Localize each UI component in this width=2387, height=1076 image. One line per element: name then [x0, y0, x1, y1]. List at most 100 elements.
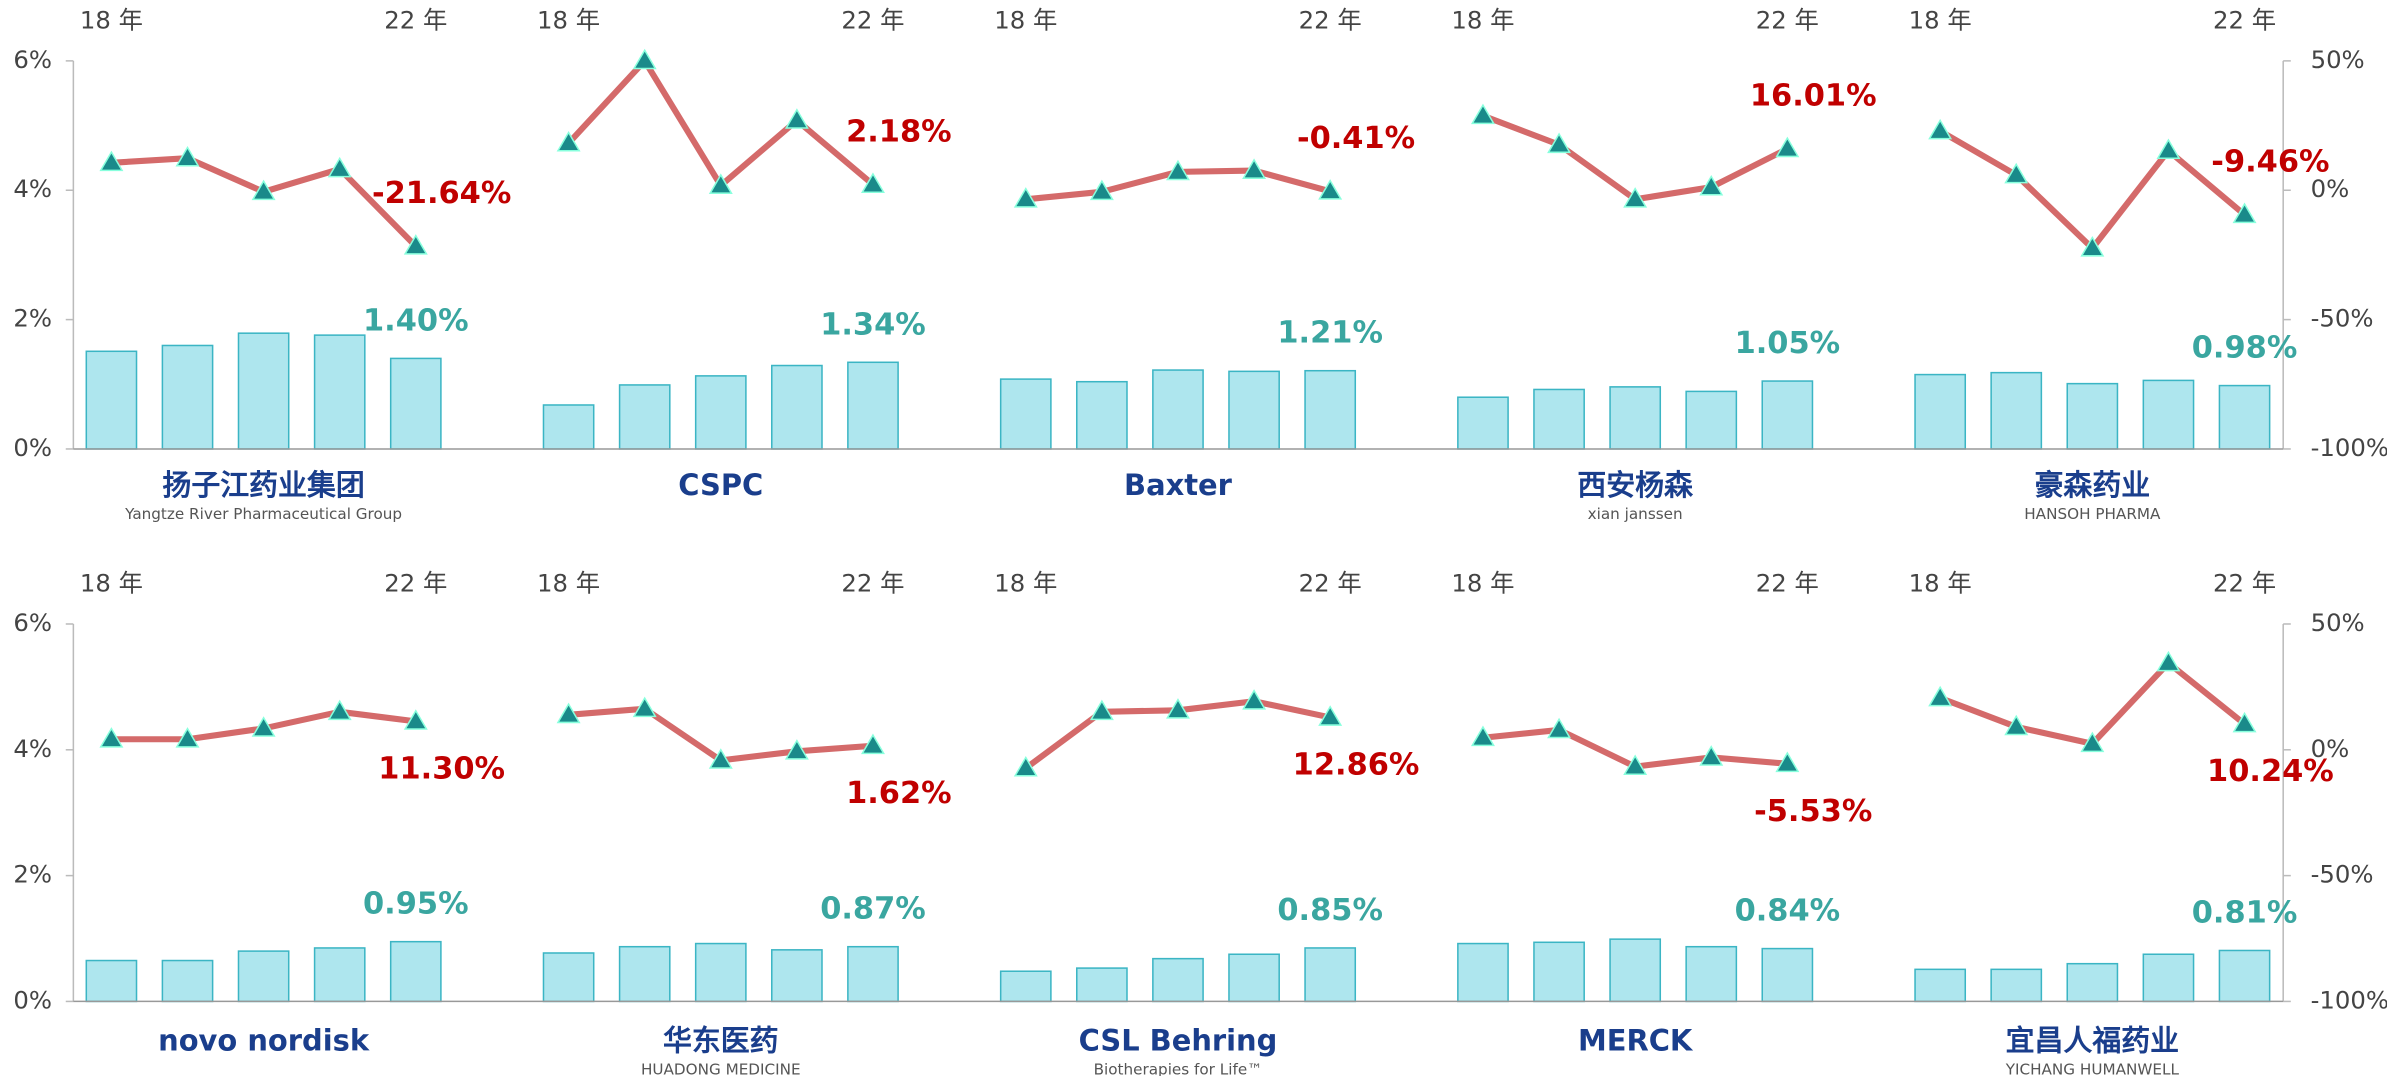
x-tick-label: 18 年: [994, 568, 1057, 597]
bar-value-label: 0.85%: [1277, 893, 1383, 928]
bar: [161, 959, 214, 1003]
x-tick-label: 18 年: [537, 5, 600, 34]
growth-marker: [2004, 162, 2029, 184]
bar-value-label: 0.84%: [1735, 894, 1841, 929]
x-tick-label: 18 年: [994, 5, 1057, 34]
bar: [237, 332, 290, 450]
growth-line: [1938, 128, 2247, 252]
bar: [847, 945, 899, 1003]
x-tick-label: 22 年: [2213, 568, 2276, 597]
growth-line: [566, 57, 875, 189]
bar: [85, 350, 138, 450]
line-value-label: 11.30%: [378, 752, 505, 787]
growth-marker: [2004, 714, 2029, 736]
growth-marker: [1928, 685, 1953, 707]
y2-tick-label: -50%: [2311, 304, 2374, 333]
x-tick-label: 18 年: [1451, 5, 1514, 34]
company-logo-text: xian janssen: [1588, 505, 1683, 523]
growth-marker: [1547, 717, 1572, 739]
growth-marker: [175, 727, 200, 748]
x-tick-label: 22 年: [1756, 568, 1819, 597]
line-value-label: -0.41%: [1297, 121, 1415, 156]
x-tick-label: 22 年: [841, 568, 904, 597]
company-logo-text: 西安杨森: [1577, 468, 1694, 502]
bar: [1914, 968, 1967, 1003]
line-value-label: -21.64%: [372, 176, 511, 211]
bar-value-label: 1.21%: [1277, 316, 1383, 351]
growth-marker: [175, 145, 200, 167]
bar: [847, 361, 899, 450]
growth-marker: [632, 696, 657, 718]
company-logo-text: HUADONG MEDICINE: [641, 1060, 801, 1076]
growth-marker: [861, 733, 885, 755]
bar-value-label: 0.98%: [2192, 331, 2298, 366]
bar: [1457, 942, 1509, 1003]
growth-marker: [1623, 754, 1648, 776]
x-tick-label: 18 年: [80, 568, 143, 597]
growth-marker: [1165, 698, 1190, 719]
bar: [1533, 941, 1585, 1003]
y2-tick-label: -50%: [2311, 860, 2374, 889]
bar: [1152, 369, 1204, 450]
x-tick-label: 18 年: [537, 568, 600, 597]
growth-marker: [1013, 187, 1038, 208]
growth-marker: [251, 716, 276, 737]
bar: [1533, 388, 1585, 450]
growth-marker: [708, 748, 733, 769]
bar: [1761, 380, 1814, 450]
bar-value-label: 0.95%: [363, 887, 469, 922]
x-tick-label: 18 年: [1451, 568, 1514, 597]
bar-value-label: 1.40%: [363, 303, 469, 338]
growth-marker: [1775, 751, 1800, 773]
bar: [161, 344, 214, 450]
y2-tick-label: 50%: [2311, 45, 2365, 74]
y2-tick-label: -100%: [2311, 433, 2387, 462]
company-logo-text: Biotherapies for Life™: [1094, 1060, 1263, 1076]
y2-tick-label: 50%: [2311, 608, 2365, 637]
growth-marker: [1547, 132, 1572, 154]
growth-marker: [784, 108, 809, 129]
line-value-label: -9.46%: [2211, 144, 2329, 179]
x-tick-label: 18 年: [1909, 5, 1972, 34]
y-tick-label: 4%: [13, 174, 52, 203]
x-tick-label: 22 年: [384, 5, 447, 34]
bar: [237, 950, 290, 1003]
growth-marker: [1013, 756, 1038, 777]
company-logo-text: Yangtze River Pharmaceutical Group: [124, 505, 402, 523]
growth-marker: [1470, 725, 1495, 747]
growth-marker: [2080, 731, 2105, 753]
growth-marker: [1089, 179, 1114, 201]
bar-value-label: 0.87%: [820, 892, 926, 927]
bar: [542, 952, 595, 1003]
bar: [1990, 968, 2043, 1003]
growth-marker: [556, 702, 581, 724]
bar-value-label: 0.81%: [2192, 895, 2298, 930]
y-tick-label: 6%: [13, 45, 52, 74]
x-tick-label: 22 年: [384, 568, 447, 597]
company-logo-text: Baxter: [1124, 468, 1233, 502]
x-tick-label: 22 年: [841, 5, 904, 34]
x-tick-label: 22 年: [1299, 568, 1362, 597]
y-tick-label: 4%: [13, 734, 52, 763]
bar: [1152, 957, 1204, 1003]
bar: [1076, 380, 1128, 450]
company-logo-text: 豪森药业: [2035, 468, 2151, 502]
bar: [694, 375, 747, 450]
company-logo-text: 扬子江药业集团: [162, 468, 364, 502]
bar: [1304, 369, 1357, 450]
growth-marker: [99, 150, 124, 172]
growth-marker: [327, 156, 352, 178]
growth-marker: [1775, 136, 1800, 158]
growth-marker: [1928, 118, 1953, 140]
x-tick-label: 22 年: [1299, 5, 1362, 34]
line-value-label: 12.86%: [1293, 748, 1420, 783]
growth-marker: [1242, 158, 1267, 179]
line-value-label: 2.18%: [846, 114, 952, 149]
bar: [1457, 396, 1509, 450]
growth-marker: [708, 173, 733, 194]
growth-marker: [2156, 138, 2181, 160]
company-logo-text: 华东医药: [663, 1024, 779, 1058]
growth-marker: [556, 130, 581, 152]
bar: [1076, 967, 1128, 1003]
